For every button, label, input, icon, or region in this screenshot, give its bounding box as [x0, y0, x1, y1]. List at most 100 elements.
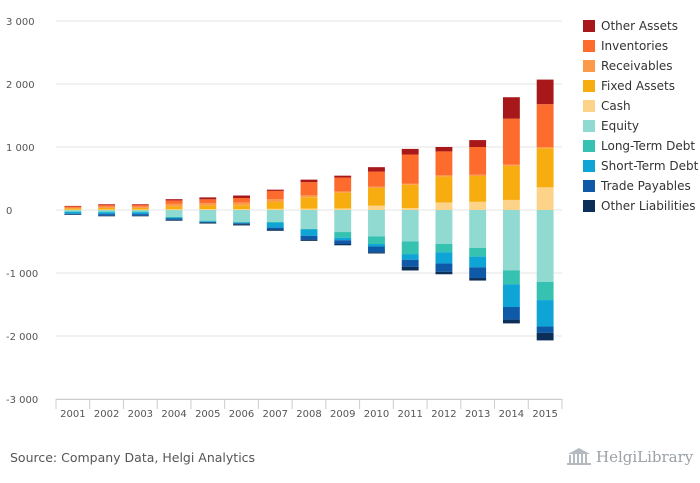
x-tick-label: 2011: [397, 409, 422, 420]
bar-segment-fixed-assets-2011: [401, 184, 419, 209]
bar-segment-fixed-assets-2007: [266, 201, 284, 209]
bar-segment-short-term-debt-2015: [536, 300, 554, 327]
bar-segment-short-term-debt-2014: [502, 284, 520, 308]
bar-segment-cash-2015: [536, 187, 554, 210]
bar-segment-short-term-debt-2009: [334, 237, 352, 241]
legend-swatch: [583, 20, 595, 32]
legend-item: Inventories: [583, 36, 698, 56]
legend-item: Short-Term Debt: [583, 156, 698, 176]
bar-segment-equity-2012: [435, 210, 453, 245]
bar-segment-other-liabilities-2001: [64, 214, 82, 215]
bar-segment-long-term-debt-2014: [502, 270, 520, 285]
bar-segment-receivables-2003: [131, 206, 149, 208]
legend-label: Other Liabilities: [601, 199, 696, 213]
bar-segment-cash-2011: [401, 208, 419, 210]
bar-segment-inventories-2007: [266, 190, 284, 200]
bar-segment-short-term-debt-2012: [435, 252, 453, 264]
bar-segment-other-liabilities-2015: [536, 332, 554, 341]
bar-segment-other-assets-2007: [266, 189, 284, 191]
legend-item: Other Assets: [583, 16, 698, 36]
y-tick-label: -1 000: [6, 269, 38, 280]
bar-segment-equity-2010: [368, 210, 385, 237]
bar-segment-long-term-debt-2006: [233, 221, 250, 223]
bar-segment-receivables-2010: [368, 186, 385, 188]
bar-segment-long-term-debt-2003: [131, 211, 149, 213]
bar-segment-trade-payables-2002: [98, 214, 116, 216]
bar-segment-short-term-debt-2011: [401, 254, 419, 260]
bar-segment-inventories-2013: [469, 147, 487, 175]
bar-segment-other-assets-2001: [64, 205, 82, 207]
chart-legend: Other Assets Inventories Receivables Fixed …: [583, 16, 698, 216]
source-note: Source: Company Data, Helgi Analytics: [10, 450, 256, 465]
bar-segment-inventories-2003: [131, 204, 149, 207]
y-tick-label: 1 000: [6, 143, 35, 154]
x-tick-label: 2006: [229, 409, 254, 420]
bar-segment-fixed-assets-2014: [502, 165, 520, 200]
legend-swatch: [583, 180, 595, 192]
bar-segment-other-liabilities-2003: [131, 215, 149, 217]
bar-segment-trade-payables-2013: [469, 267, 487, 279]
x-tick-label: 2010: [364, 409, 389, 420]
bar-segment-cash-2009: [334, 208, 352, 210]
bar-segment-fixed-assets-2013: [469, 175, 487, 202]
bar-segment-cash-2007: [266, 208, 284, 210]
bar-segment-short-term-debt-2010: [368, 244, 385, 247]
bar-segment-cash-2005: [199, 209, 217, 210]
bar-segment-equity-2014: [502, 210, 520, 271]
bar-segment-other-liabilities-2010: [368, 252, 385, 254]
bar-segment-fixed-assets-2003: [131, 207, 149, 210]
y-tick-label: 3 000: [6, 17, 35, 28]
bar-segment-long-term-debt-2012: [435, 244, 453, 253]
bar-segment-equity-2007: [266, 210, 284, 222]
y-tick-label: 2 000: [6, 80, 35, 91]
bar-segment-other-assets-2004: [165, 199, 183, 201]
bar-segment-fixed-assets-2001: [64, 208, 82, 210]
bar-segment-long-term-debt-2010: [368, 236, 385, 245]
bar-segment-equity-2008: [300, 210, 318, 229]
bar-segment-trade-payables-2006: [233, 223, 250, 225]
x-tick-label: 2012: [431, 409, 456, 420]
legend-swatch: [583, 160, 595, 172]
bar-segment-long-term-debt-2004: [165, 216, 183, 218]
bar-segment-other-assets-2012: [435, 147, 453, 152]
bar-segment-cash-2013: [469, 201, 487, 210]
bar-segment-other-liabilities-2011: [401, 266, 419, 271]
bar-segment-receivables-2009: [334, 191, 352, 193]
bar-segment-cash-2001: [64, 209, 82, 211]
bar-segment-fixed-assets-2010: [368, 187, 385, 206]
bar-segment-cash-2006: [233, 209, 250, 210]
bar-segment-long-term-debt-2009: [334, 232, 352, 238]
bar-segment-fixed-assets-2005: [199, 205, 217, 210]
x-tick-label: 2001: [60, 409, 85, 420]
bar-segment-trade-payables-2005: [199, 221, 217, 223]
legend-swatch: [583, 120, 595, 132]
legend-item: Receivables: [583, 56, 698, 76]
bar-segment-other-assets-2014: [502, 97, 520, 119]
legend-label: Fixed Assets: [601, 79, 675, 93]
bar-segment-inventories-2005: [199, 199, 217, 204]
bar-segment-fixed-assets-2004: [165, 206, 183, 210]
bar-segment-equity-2002: [98, 210, 116, 212]
bar-segment-inventories-2009: [334, 177, 352, 192]
bar-segment-other-assets-2003: [131, 204, 149, 205]
bar-segment-short-term-debt-2002: [98, 212, 116, 215]
bar-segment-cash-2008: [300, 208, 318, 210]
bar-segment-long-term-debt-2001: [64, 211, 82, 212]
bar-segment-cash-2003: [131, 209, 149, 210]
bar-segment-short-term-debt-2004: [165, 217, 183, 219]
bar-segment-equity-2005: [199, 210, 217, 221]
legend-item: Trade Payables: [583, 176, 698, 196]
legend-item: Long-Term Debt: [583, 136, 698, 156]
bar-segment-other-liabilities-2002: [98, 215, 116, 217]
legend-swatch: [583, 40, 595, 52]
bar-segment-inventories-2014: [502, 118, 520, 165]
bar-segment-trade-payables-2004: [165, 218, 183, 220]
bar-segment-receivables-2013: [469, 174, 487, 176]
bar-segment-trade-payables-2014: [502, 307, 520, 320]
bar-segment-cash-2010: [368, 205, 385, 210]
y-axis-tick-labels: 3 000 2 000 1 000 0 -1 000 -2 000 -3 000: [6, 17, 38, 406]
bar-segment-other-liabilities-2013: [469, 278, 487, 281]
bar-segment-equity-2001: [64, 210, 82, 212]
x-axis: [55, 399, 563, 409]
bar-segment-other-assets-2002: [98, 204, 116, 205]
